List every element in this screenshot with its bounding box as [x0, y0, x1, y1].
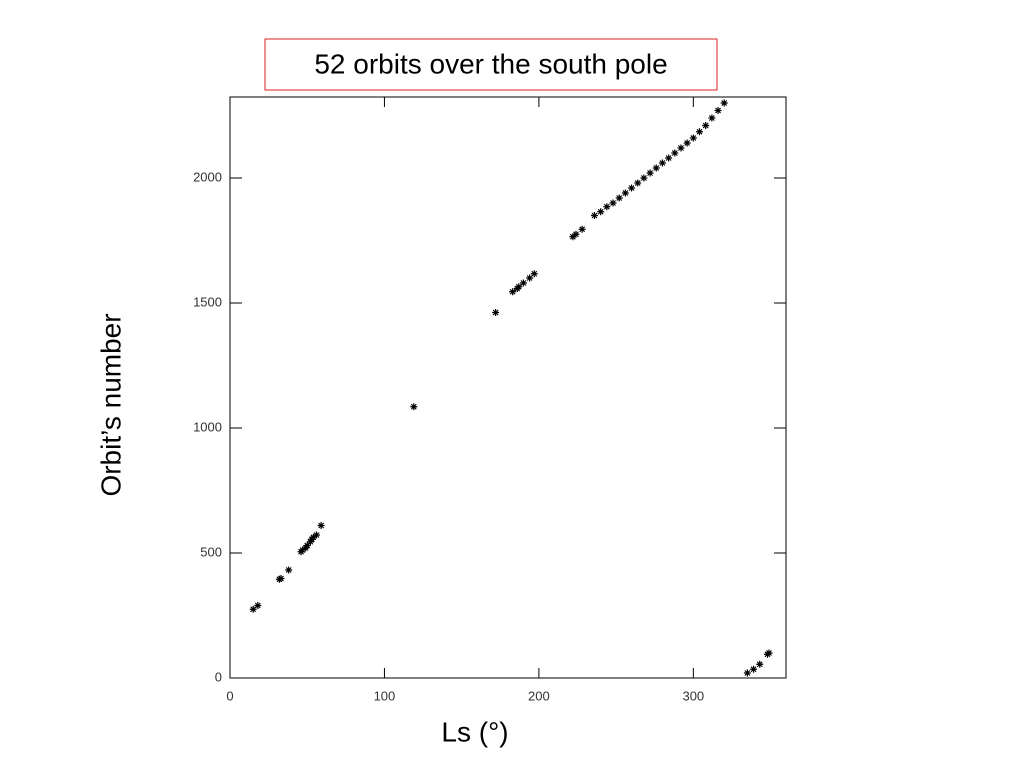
point: [621, 189, 629, 197]
point: [609, 199, 617, 207]
point: [519, 279, 527, 287]
x-tick-label: 0: [226, 688, 233, 703]
point: [302, 544, 310, 552]
point: [689, 134, 697, 142]
y-axis-label: Orbit’s number: [95, 313, 126, 496]
point: [756, 660, 764, 668]
y-tick-label: 1000: [193, 419, 222, 434]
point: [665, 154, 673, 162]
y-tick-label: 2000: [193, 169, 222, 184]
point: [306, 538, 314, 546]
y-tick-label: 500: [200, 544, 222, 559]
point: [714, 107, 722, 114]
point: [702, 122, 710, 129]
point: [590, 212, 598, 219]
point: [696, 128, 704, 136]
point: [492, 309, 500, 316]
y-tick-label: 1500: [193, 294, 222, 309]
point: [708, 114, 716, 122]
point: [750, 665, 758, 673]
point: [312, 531, 320, 539]
point: [569, 233, 577, 241]
point: [677, 144, 685, 152]
point: [765, 649, 773, 657]
point: [743, 669, 751, 677]
point: [634, 179, 642, 187]
point: [572, 230, 580, 238]
point: [309, 533, 317, 541]
point: [509, 288, 517, 296]
point: [285, 566, 293, 574]
point: [277, 575, 285, 582]
point: [603, 203, 611, 211]
point: [720, 99, 728, 107]
point: [646, 169, 654, 177]
point: [597, 208, 605, 216]
chart-title: 52 orbits over the south pole: [314, 48, 667, 79]
point: [410, 403, 418, 411]
point: [254, 602, 262, 609]
x-tick-label: 300: [682, 688, 704, 703]
point: [628, 184, 636, 192]
point: [640, 174, 648, 182]
point: [530, 270, 538, 278]
point: [515, 283, 523, 291]
x-axis-label: Ls (°): [441, 716, 508, 747]
point: [615, 194, 623, 202]
point: [317, 522, 325, 529]
point: [671, 149, 679, 157]
y-tick-label: 0: [215, 669, 222, 684]
point: [578, 225, 586, 233]
plot-frame: [229, 96, 787, 679]
title-box: [264, 38, 718, 91]
x-tick-label: 200: [528, 688, 550, 703]
point: [303, 542, 311, 549]
point: [683, 139, 691, 147]
point: [249, 605, 257, 613]
point: [299, 546, 307, 554]
point: [658, 159, 666, 167]
x-tick-label: 100: [374, 688, 396, 703]
point: [652, 164, 660, 172]
point: [526, 274, 534, 282]
